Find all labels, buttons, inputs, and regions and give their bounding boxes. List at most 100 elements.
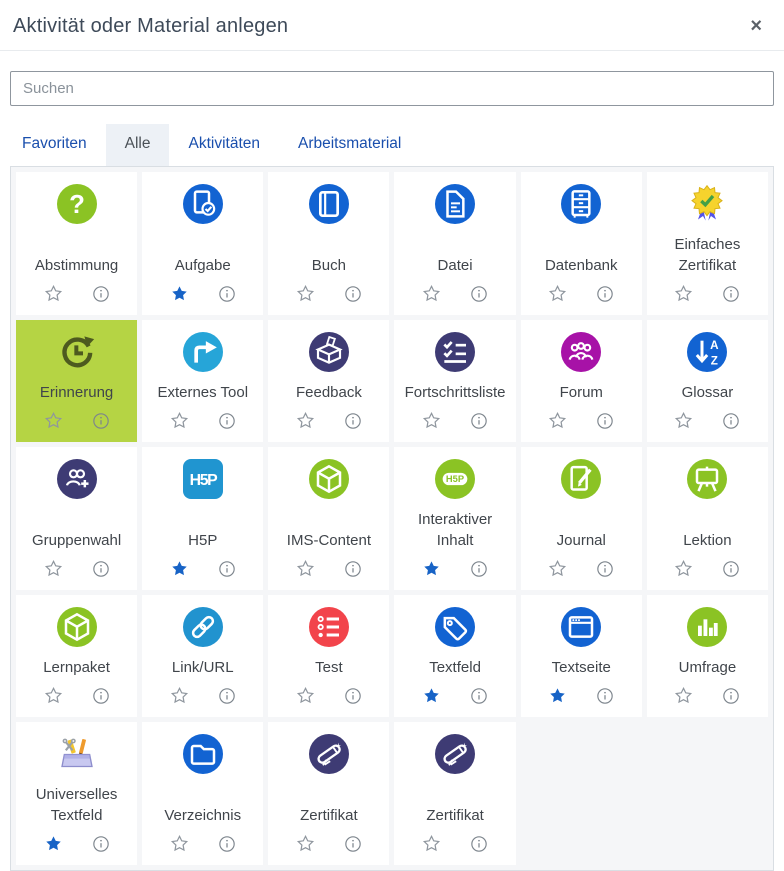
- star-icon[interactable]: [547, 685, 568, 706]
- star-icon[interactable]: [43, 685, 64, 706]
- activity-tile[interactable]: Externes Tool: [142, 320, 264, 442]
- star-icon[interactable]: [295, 410, 316, 431]
- question-icon: ?: [56, 184, 97, 224]
- info-icon[interactable]: [595, 284, 615, 304]
- info-icon[interactable]: [91, 411, 111, 431]
- activity-tile[interactable]: Test: [268, 595, 390, 717]
- star-icon[interactable]: [547, 410, 568, 431]
- info-icon[interactable]: [595, 411, 615, 431]
- star-icon[interactable]: [673, 410, 694, 431]
- tab-arbeitsmaterial[interactable]: Arbeitsmaterial: [279, 124, 420, 166]
- tab-aktivitäten[interactable]: Aktivitäten: [169, 124, 279, 166]
- tab-alle[interactable]: Alle: [105, 124, 170, 166]
- star-icon[interactable]: [547, 558, 568, 579]
- star-icon[interactable]: [43, 833, 64, 854]
- star-icon[interactable]: [169, 685, 190, 706]
- bar-chart-icon: [687, 607, 728, 647]
- activity-tile[interactable]: Fortschrittsliste: [394, 320, 516, 442]
- star-icon[interactable]: [43, 283, 64, 304]
- info-icon[interactable]: [217, 686, 237, 706]
- star-icon[interactable]: [295, 558, 316, 579]
- star-icon[interactable]: [295, 283, 316, 304]
- info-icon[interactable]: [721, 686, 741, 706]
- star-icon[interactable]: [421, 410, 442, 431]
- star-icon[interactable]: [673, 283, 694, 304]
- info-icon[interactable]: [469, 411, 489, 431]
- toolbox-icon: [57, 734, 97, 774]
- activity-tile[interactable]: Forum: [520, 320, 642, 442]
- activity-tile[interactable]: Feedback: [268, 320, 390, 442]
- activity-tile[interactable]: Textseite: [520, 595, 642, 717]
- activity-tile[interactable]: Verzeichnis: [142, 722, 264, 865]
- star-icon[interactable]: [169, 283, 190, 304]
- activity-tile[interactable]: Datei: [394, 172, 516, 315]
- star-icon[interactable]: [421, 685, 442, 706]
- tab-favoriten[interactable]: Favoriten: [3, 124, 106, 166]
- info-icon[interactable]: [595, 559, 615, 579]
- activity-tile[interactable]: Einfaches Zertifikat: [646, 172, 768, 315]
- info-icon[interactable]: [343, 284, 363, 304]
- h5p-logo-icon: H5P: [182, 459, 223, 499]
- tile-label: Umfrage: [678, 659, 737, 676]
- info-icon[interactable]: [469, 686, 489, 706]
- activity-tile[interactable]: Link/URL: [142, 595, 264, 717]
- info-icon[interactable]: [595, 686, 615, 706]
- activity-tile[interactable]: Gruppenwahl: [16, 447, 138, 590]
- activity-tile[interactable]: Universelles Textfeld: [16, 722, 138, 865]
- star-icon[interactable]: [421, 833, 442, 854]
- info-icon[interactable]: [343, 834, 363, 854]
- activity-tile[interactable]: Lektion: [646, 447, 768, 590]
- star-icon[interactable]: [295, 685, 316, 706]
- star-icon[interactable]: [43, 558, 64, 579]
- info-icon[interactable]: [91, 559, 111, 579]
- info-icon[interactable]: [721, 559, 741, 579]
- activity-tile[interactable]: Aufgabe: [142, 172, 264, 315]
- tile-label: Glossar: [681, 384, 734, 401]
- activity-tile[interactable]: Erinnerung: [16, 320, 138, 442]
- star-icon[interactable]: [421, 283, 442, 304]
- activity-tile[interactable]: ? Abstimmung: [16, 172, 138, 315]
- star-icon[interactable]: [295, 833, 316, 854]
- tile-label: Zertifikat: [300, 807, 358, 824]
- activity-tile[interactable]: Journal: [520, 447, 642, 590]
- star-icon[interactable]: [169, 558, 190, 579]
- star-icon[interactable]: [421, 558, 442, 579]
- info-icon[interactable]: [217, 284, 237, 304]
- activity-tile[interactable]: H5P Interaktiver Inhalt: [394, 447, 516, 590]
- info-icon[interactable]: [343, 686, 363, 706]
- activity-tile[interactable]: Buch: [268, 172, 390, 315]
- info-icon[interactable]: [469, 834, 489, 854]
- star-icon[interactable]: [43, 410, 64, 431]
- info-icon[interactable]: [343, 411, 363, 431]
- package-cube-icon: [56, 607, 97, 647]
- activity-tile[interactable]: IMS-Content: [268, 447, 390, 590]
- star-icon[interactable]: [673, 558, 694, 579]
- tile-label: Journal: [556, 532, 606, 549]
- info-icon[interactable]: [721, 284, 741, 304]
- star-icon[interactable]: [673, 685, 694, 706]
- list-icon: [308, 607, 349, 647]
- info-icon[interactable]: [469, 284, 489, 304]
- search-input[interactable]: [10, 71, 774, 106]
- activity-tile[interactable]: Lernpaket: [16, 595, 138, 717]
- info-icon[interactable]: [343, 559, 363, 579]
- info-icon[interactable]: [91, 686, 111, 706]
- info-icon[interactable]: [217, 411, 237, 431]
- info-icon[interactable]: [469, 559, 489, 579]
- info-icon[interactable]: [217, 834, 237, 854]
- activity-tile[interactable]: Zertifikat: [394, 722, 516, 865]
- info-icon[interactable]: [217, 559, 237, 579]
- info-icon[interactable]: [721, 411, 741, 431]
- close-icon[interactable]: ×: [744, 14, 768, 38]
- activity-tile[interactable]: Umfrage: [646, 595, 768, 717]
- info-icon[interactable]: [91, 834, 111, 854]
- star-icon[interactable]: [169, 410, 190, 431]
- activity-tile[interactable]: Textfeld: [394, 595, 516, 717]
- star-icon[interactable]: [547, 283, 568, 304]
- activity-tile[interactable]: Zertifikat: [268, 722, 390, 865]
- star-icon[interactable]: [169, 833, 190, 854]
- activity-tile[interactable]: Datenbank: [520, 172, 642, 315]
- activity-tile[interactable]: H5P H5P: [142, 447, 264, 590]
- info-icon[interactable]: [91, 284, 111, 304]
